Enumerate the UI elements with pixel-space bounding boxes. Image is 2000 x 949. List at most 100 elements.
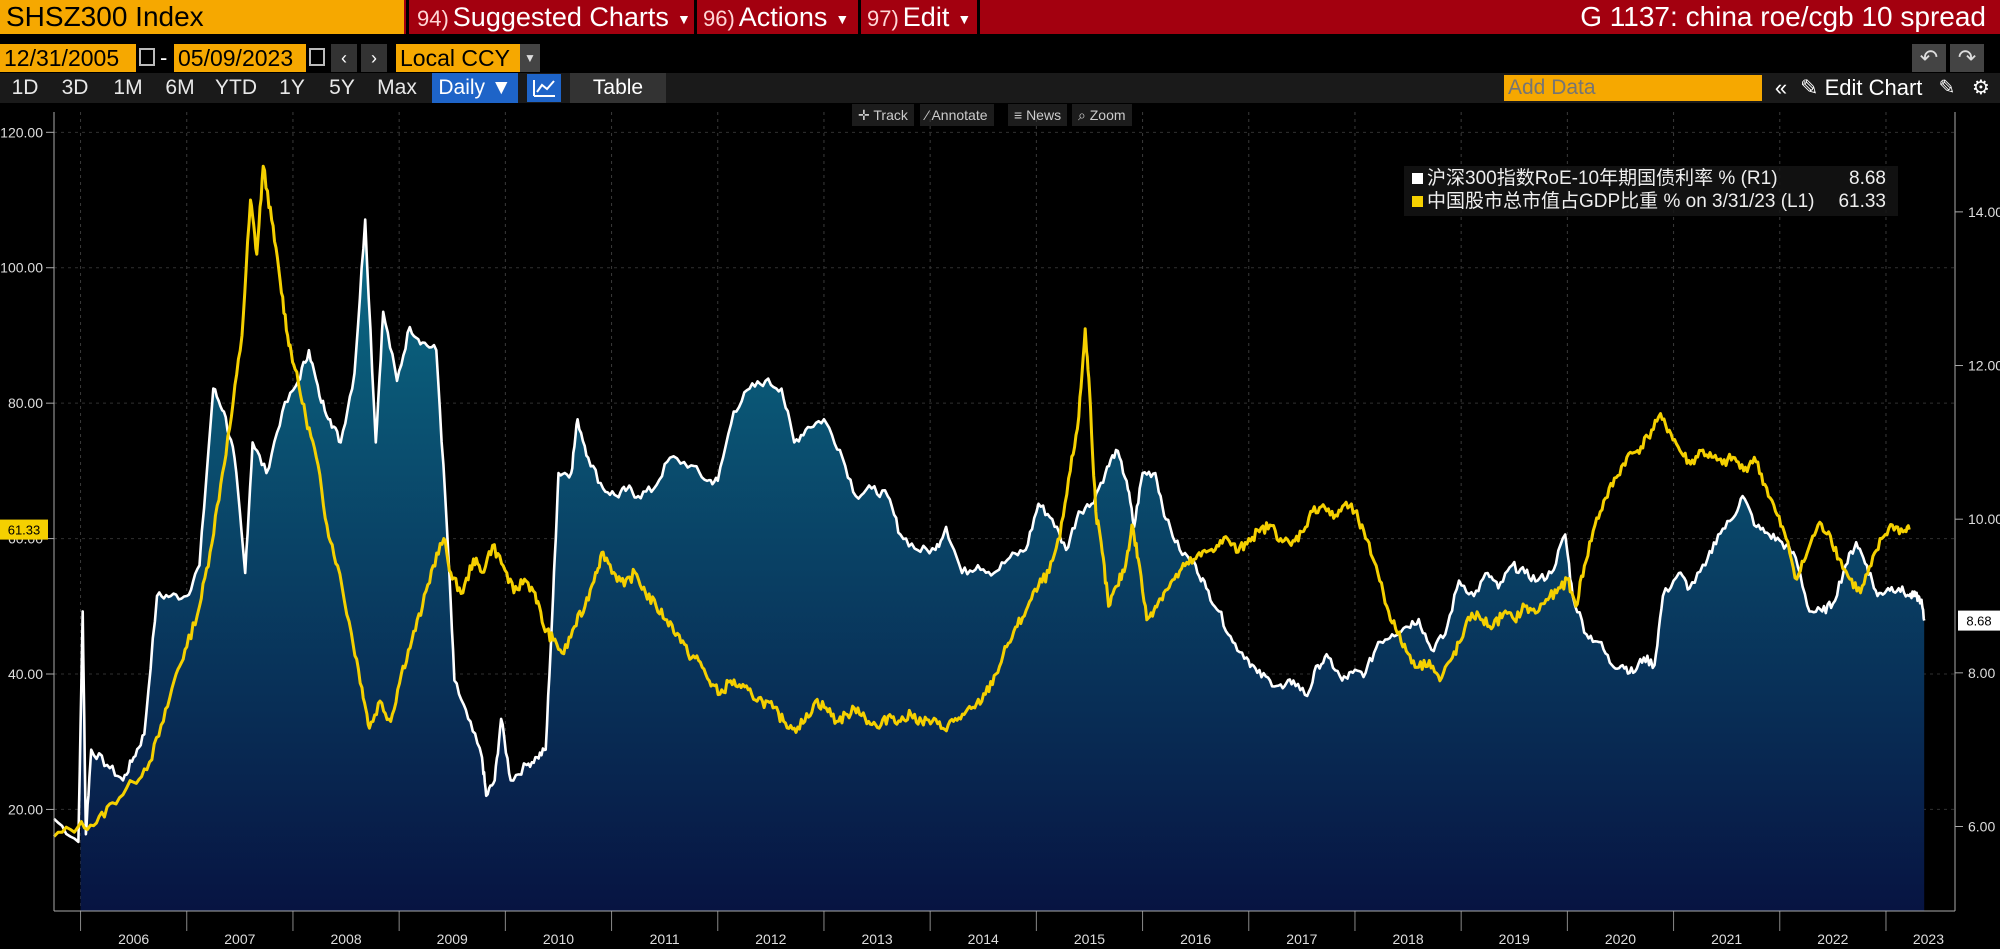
chevron-left-icon[interactable]: ‹ [331, 44, 357, 72]
market-cap-gdp-line [52, 164, 1911, 838]
x-tick-label: 2013 [861, 931, 892, 947]
x-tick-label: 2014 [968, 931, 999, 947]
pencil-icon: ⁄ [926, 107, 929, 123]
menu-label: Actions [738, 2, 828, 32]
left-last-value: 61.33 [8, 523, 41, 538]
right-tick-label: 14.00 [1968, 204, 2000, 220]
news-icon: ≡ [1014, 107, 1023, 123]
top-bar: SHSZ300 Index 94) Suggested Charts ▼ 96) Ac… [0, 0, 2000, 34]
left-tick-label: 80.00 [8, 395, 43, 411]
range-1d-button[interactable]: 1D [11, 76, 39, 99]
x-tick-label: 2011 [650, 931, 680, 947]
x-tick-label: 2006 [118, 931, 149, 947]
add-data-input[interactable] [1504, 75, 1762, 101]
chevron-right-icon[interactable]: › [361, 44, 387, 72]
chevron-down-icon[interactable]: ▼ [520, 44, 540, 72]
date-separator: - [160, 45, 168, 70]
security-ticker-field[interactable]: SHSZ300 Index [0, 0, 404, 34]
right-tick-label: 12.00 [1968, 358, 2000, 374]
zoom-label: Zoom [1089, 107, 1126, 123]
left-tick-label: 40.00 [8, 666, 43, 682]
legend-swatch [1412, 173, 1423, 185]
range-1y-button[interactable]: 1Y [279, 76, 305, 99]
undo-icon[interactable]: ↶ [1912, 44, 1946, 72]
x-tick-label: 2016 [1180, 931, 1211, 947]
menu-label: Suggested Charts [452, 2, 669, 32]
search-icon: ⌕ [1078, 107, 1086, 123]
x-tick-label: 2020 [1605, 931, 1636, 947]
range-5y-button[interactable]: 5Y [329, 76, 355, 99]
track-label: Track [873, 107, 908, 123]
crosshair-icon: ✛ [858, 107, 870, 123]
calendar-icon[interactable] [309, 48, 325, 66]
gear-icon[interactable]: ⚙ [1972, 77, 1990, 99]
x-tick-label: 2023 [1913, 931, 1944, 947]
chart-canvas[interactable]: 2006 2007 2008 2009 2010 2011 2012 2013 2014 2015… [0, 103, 2000, 949]
x-tick-label: 2017 [1286, 931, 1317, 947]
right-tick-label: 10.00 [1968, 511, 2000, 527]
actions-menu[interactable]: 96) Actions ▼ [703, 0, 849, 34]
track-tool[interactable]: ✛ Track [852, 104, 914, 126]
range-6m-button[interactable]: 6M [165, 76, 195, 99]
pencil-icon: ✎ [1800, 75, 1819, 100]
legend-value: 61.33 [1838, 191, 1886, 212]
edit-chart-button[interactable]: ✎ Edit Chart [1800, 73, 1922, 103]
left-tick-label: 100.00 [0, 260, 43, 276]
date-range-row: 12/31/2005 - 05/09/2023 ‹ › Local CCY ▼ … [0, 44, 2000, 72]
right-tick-label: 6.00 [1968, 818, 1995, 834]
chevron-down-icon: ▼ [957, 10, 972, 27]
menu-separator [406, 0, 409, 34]
line-chart-icon[interactable] [527, 74, 561, 102]
edit-note-icon[interactable]: ✎ [1938, 77, 1956, 99]
legend-item-market-cap-gdp: 中国股市总市值占GDP比重 % on 3/31/23 (L1) [1412, 190, 1815, 214]
legend-item-roe-spread: 沪深300指数RoE-10年期国债利率 % (R1) [1412, 167, 1778, 191]
end-date-input[interactable]: 05/09/2023 [174, 44, 306, 72]
annotate-tool[interactable]: ⁄ Annotate [920, 104, 994, 126]
menu-number: 94) [417, 6, 449, 31]
range-1m-button[interactable]: 1M [113, 76, 143, 99]
news-tool[interactable]: ≡ News [1008, 104, 1068, 126]
legend-label: 中国股市总市值占GDP比重 % on 3/31/23 (L1) [1427, 191, 1815, 212]
currency-select[interactable]: Local CCY [396, 44, 520, 72]
left-tick-label: 20.00 [8, 801, 43, 817]
news-label: News [1026, 107, 1062, 123]
x-tick-label: 2019 [1499, 931, 1530, 947]
roe-spread-line [53, 218, 1926, 844]
legend-value: 8.68 [1849, 168, 1886, 189]
legend-swatch [1412, 196, 1423, 208]
range-3d-button[interactable]: 3D [61, 76, 89, 99]
calendar-icon[interactable] [139, 48, 155, 66]
chevron-down-icon: ▼ [835, 10, 850, 27]
start-date-input[interactable]: 12/31/2005 [0, 44, 136, 72]
chart-toolbar: 1D 3D 1M 6M YTD 1Y 5Y Max Daily ▼ Table … [0, 73, 2000, 103]
zoom-tool[interactable]: ⌕ Zoom [1072, 104, 1132, 126]
annotate-label: Annotate [931, 107, 988, 123]
x-tick-label: 2007 [224, 931, 255, 947]
right-last-value-badge [1958, 610, 2000, 631]
menu-number: 97) [867, 6, 899, 31]
suggested-charts-menu[interactable]: 94) Suggested Charts ▼ [417, 0, 691, 34]
right-tick-label: 8.00 [1968, 665, 1995, 681]
menu-label: Edit [902, 2, 950, 32]
chart-title: G 1137: china roe/cgb 10 spread [1580, 1, 1986, 32]
chart-legend: 沪深300指数RoE-10年期国债利率 % (R1) 8.68 中国股市总市值占… [1404, 166, 1898, 216]
frequency-dropdown[interactable]: Daily ▼ [432, 73, 518, 103]
redo-icon[interactable]: ↷ [1950, 44, 1984, 72]
menu-number: 96) [703, 6, 735, 31]
x-tick-label: 2010 [543, 931, 574, 947]
left-last-value-badge [0, 519, 48, 540]
menu-separator [977, 0, 980, 34]
x-tick-label: 2021 [1711, 931, 1742, 947]
table-view-button[interactable]: Table [570, 73, 666, 103]
x-tick-label: 2015 [1074, 931, 1105, 947]
edit-menu[interactable]: 97) Edit ▼ [867, 0, 971, 34]
chevron-down-icon: ▼ [676, 10, 691, 27]
x-tick-label: 2008 [330, 931, 361, 947]
range-ytd-button[interactable]: YTD [215, 76, 257, 99]
edit-chart-label: Edit Chart [1824, 75, 1923, 100]
menu-separator [858, 0, 861, 34]
range-max-button[interactable]: Max [377, 76, 417, 99]
collapse-icon[interactable]: « [1774, 75, 1788, 100]
right-last-value: 8.68 [1966, 614, 1991, 629]
menu-separator [694, 0, 697, 34]
